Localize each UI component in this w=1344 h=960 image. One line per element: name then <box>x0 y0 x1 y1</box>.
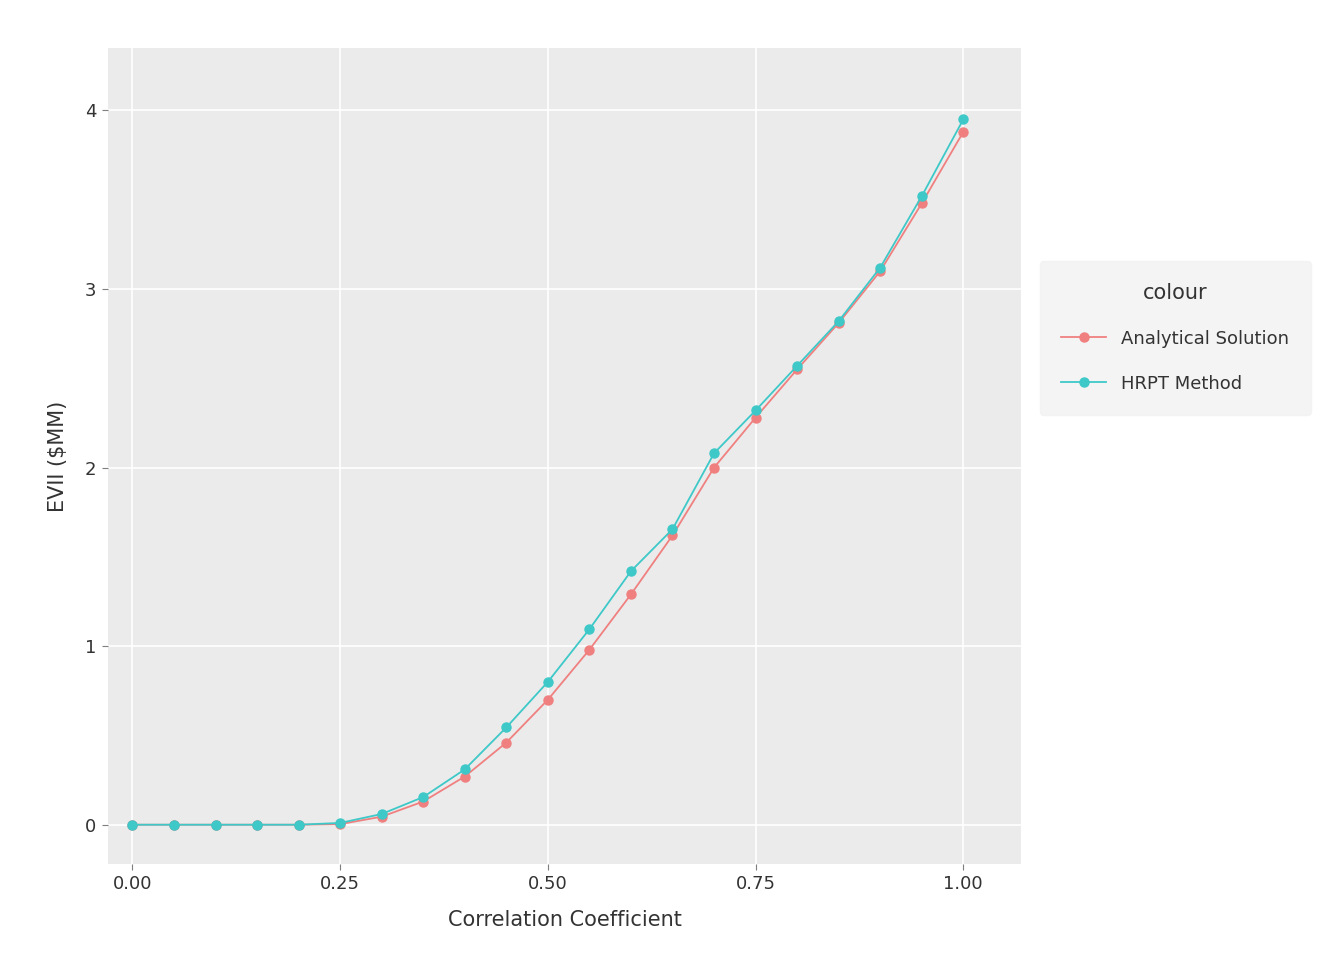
Analytical Solution <box>664 530 680 541</box>
Analytical Solution <box>332 819 348 830</box>
HRPT Method <box>290 819 306 830</box>
HRPT Method <box>789 360 805 372</box>
HRPT Method <box>165 819 181 830</box>
Analytical Solution <box>582 644 598 656</box>
HRPT Method <box>872 262 888 274</box>
HRPT Method <box>582 623 598 635</box>
X-axis label: Correlation Coefficient: Correlation Coefficient <box>448 910 681 930</box>
HRPT Method <box>332 817 348 828</box>
HRPT Method <box>747 405 763 417</box>
HRPT Method <box>540 676 556 687</box>
Analytical Solution <box>747 412 763 423</box>
Analytical Solution <box>415 796 431 807</box>
Analytical Solution <box>789 364 805 375</box>
Analytical Solution <box>872 265 888 276</box>
HRPT Method <box>664 523 680 535</box>
Line: Analytical Solution: Analytical Solution <box>128 128 968 829</box>
HRPT Method <box>415 791 431 803</box>
HRPT Method <box>706 447 722 459</box>
Analytical Solution <box>831 317 847 328</box>
HRPT Method <box>914 190 930 202</box>
Analytical Solution <box>125 819 141 830</box>
Legend: Analytical Solution, HRPT Method: Analytical Solution, HRPT Method <box>1040 261 1310 415</box>
HRPT Method <box>207 819 223 830</box>
Analytical Solution <box>290 819 306 830</box>
Analytical Solution <box>622 588 638 600</box>
HRPT Method <box>374 808 390 820</box>
HRPT Method <box>457 763 473 775</box>
HRPT Method <box>249 819 265 830</box>
Analytical Solution <box>956 126 972 137</box>
Analytical Solution <box>249 819 265 830</box>
Analytical Solution <box>706 462 722 473</box>
HRPT Method <box>956 113 972 125</box>
Analytical Solution <box>499 737 515 749</box>
Y-axis label: EVII ($MM): EVII ($MM) <box>48 400 69 512</box>
Analytical Solution <box>457 771 473 782</box>
Analytical Solution <box>207 819 223 830</box>
Analytical Solution <box>914 198 930 209</box>
HRPT Method <box>125 819 141 830</box>
Analytical Solution <box>374 811 390 823</box>
Analytical Solution <box>540 694 556 706</box>
Analytical Solution <box>165 819 181 830</box>
HRPT Method <box>831 316 847 327</box>
HRPT Method <box>499 722 515 733</box>
Line: HRPT Method: HRPT Method <box>128 115 968 829</box>
HRPT Method <box>622 565 638 577</box>
